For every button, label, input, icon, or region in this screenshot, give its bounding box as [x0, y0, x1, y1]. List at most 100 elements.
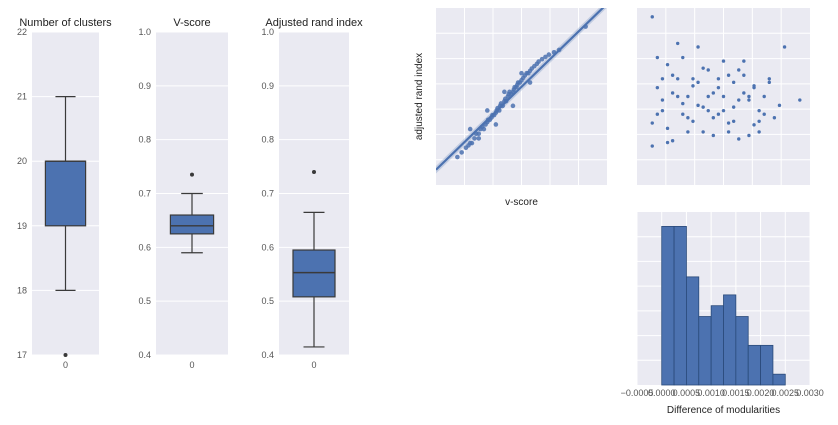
y-tick-label: 1.0: [261, 27, 274, 37]
scatter-point: [681, 55, 685, 60]
histogram-bar: [698, 316, 712, 386]
scatter-point: [691, 77, 695, 81]
y-tick-label: 19: [17, 221, 27, 231]
scatter-point: [670, 139, 675, 143]
scatter-point: [747, 133, 751, 138]
histogram-bar: [673, 226, 687, 386]
scatter-point: [543, 54, 548, 60]
scatter-point: [686, 94, 690, 99]
box-iqr: [292, 249, 336, 298]
y-tick-label: 0.5: [261, 296, 274, 306]
scatter-point: [655, 55, 660, 60]
y-tick-label: 0.4: [261, 350, 274, 360]
box-panel-number-of-clusters: 17 18 19 20 21 22 Number of clusters 0: [17, 17, 112, 370]
scatter-point: [686, 116, 690, 120]
scatter-point: [752, 123, 756, 127]
scatter-point: [716, 77, 721, 81]
scatter-point: [706, 94, 710, 99]
scatter-point: [681, 101, 685, 106]
scatter-panel-vscore-vs-ari: v-score adjusted rand index: [414, 8, 607, 208]
scatter-panel-top-right: [637, 8, 810, 185]
box-panel-adjusted-rand-index: 0.4 0.5 0.6 0.7 0.8 0.9 1.0 Adjusted rand inde…: [261, 17, 363, 370]
scatter-point: [696, 80, 700, 85]
scatter-point: [681, 112, 685, 116]
outlier-point: [312, 169, 316, 174]
scatter-point: [757, 119, 761, 123]
scatter-point: [665, 140, 670, 145]
scatter-point: [467, 126, 473, 132]
scatter-point: [711, 116, 716, 120]
y-tick-label: 0.9: [138, 81, 151, 91]
scatter-point: [691, 84, 695, 88]
x-tick-label: 0.0005: [673, 388, 701, 398]
y-tick-label: 1.0: [138, 27, 151, 37]
scatter-point: [676, 41, 680, 46]
histogram-bar: [772, 373, 786, 386]
scatter-point: [476, 136, 482, 141]
y-tick-label: 0.8: [261, 135, 274, 145]
histogram-bar: [760, 344, 774, 386]
scatter-point: [716, 112, 721, 116]
histogram-bar: [686, 276, 700, 386]
y-tick-label: 0.4: [138, 350, 151, 360]
scatter-point: [752, 84, 756, 88]
scatter-point: [701, 66, 705, 70]
scatter-point: [711, 91, 716, 95]
x-tick-label: 0: [189, 360, 194, 370]
scatter-point: [721, 108, 726, 113]
scatter-point: [485, 108, 490, 113]
scatter-point: [670, 91, 675, 95]
box-iqr: [44, 160, 87, 227]
scatter-point: [660, 77, 665, 81]
y-tick-label: 0.7: [261, 189, 274, 199]
histogram-bar: [661, 226, 675, 386]
y-tick-label: 0.7: [138, 189, 151, 199]
panel-title: Adjusted rand index: [265, 17, 363, 29]
scatter-point: [493, 122, 499, 127]
y-tick-label: 0.9: [261, 81, 274, 91]
scatter-point: [696, 103, 700, 108]
x-tick-label: 0.0015: [722, 388, 750, 398]
scatter-point: [726, 73, 731, 77]
histogram-bar: [710, 305, 724, 386]
y-tick-label: 22: [17, 27, 27, 37]
x-tick-label: 0.0030: [796, 388, 824, 398]
x-tick-label: −0.0005: [621, 388, 654, 398]
histogram-bar: [747, 344, 761, 386]
box-iqr: [169, 214, 215, 235]
outlier-point: [63, 353, 68, 357]
histogram-bar: [723, 294, 737, 386]
scatter-point: [469, 140, 475, 146]
scatter-point: [798, 98, 802, 102]
x-axis-label: Difference of modularities: [667, 405, 780, 416]
scatter-point: [747, 98, 751, 102]
scatter-point: [772, 116, 777, 120]
scatter-point: [762, 112, 766, 116]
histogram-bar: [735, 316, 749, 386]
regression-line: [436, 8, 605, 171]
scatter-point: [742, 91, 746, 95]
scatter-point: [676, 94, 680, 99]
scatter-point: [650, 15, 654, 19]
scatter-point: [721, 59, 726, 63]
panel-title: V-score: [173, 17, 210, 29]
x-tick-label: 0.0000: [648, 388, 676, 398]
scatter-point: [660, 108, 665, 113]
scatter-point: [650, 121, 654, 125]
scatter-point: [655, 85, 660, 90]
scatter-point: [472, 136, 477, 141]
scatter-point: [747, 94, 751, 99]
x-tick-label: 0.0010: [697, 388, 725, 398]
y-tick-label: 21: [17, 92, 27, 102]
scatter-point: [731, 80, 736, 85]
scatter-point: [691, 119, 695, 123]
scatter-point: [711, 133, 716, 138]
scatter-point: [731, 119, 736, 123]
scatter-point: [527, 80, 533, 85]
scatter-point: [502, 89, 507, 95]
scatter-point: [737, 68, 741, 72]
outlier-point: [190, 172, 194, 177]
scatter-point: [706, 108, 710, 113]
scatter-point: [546, 52, 552, 57]
